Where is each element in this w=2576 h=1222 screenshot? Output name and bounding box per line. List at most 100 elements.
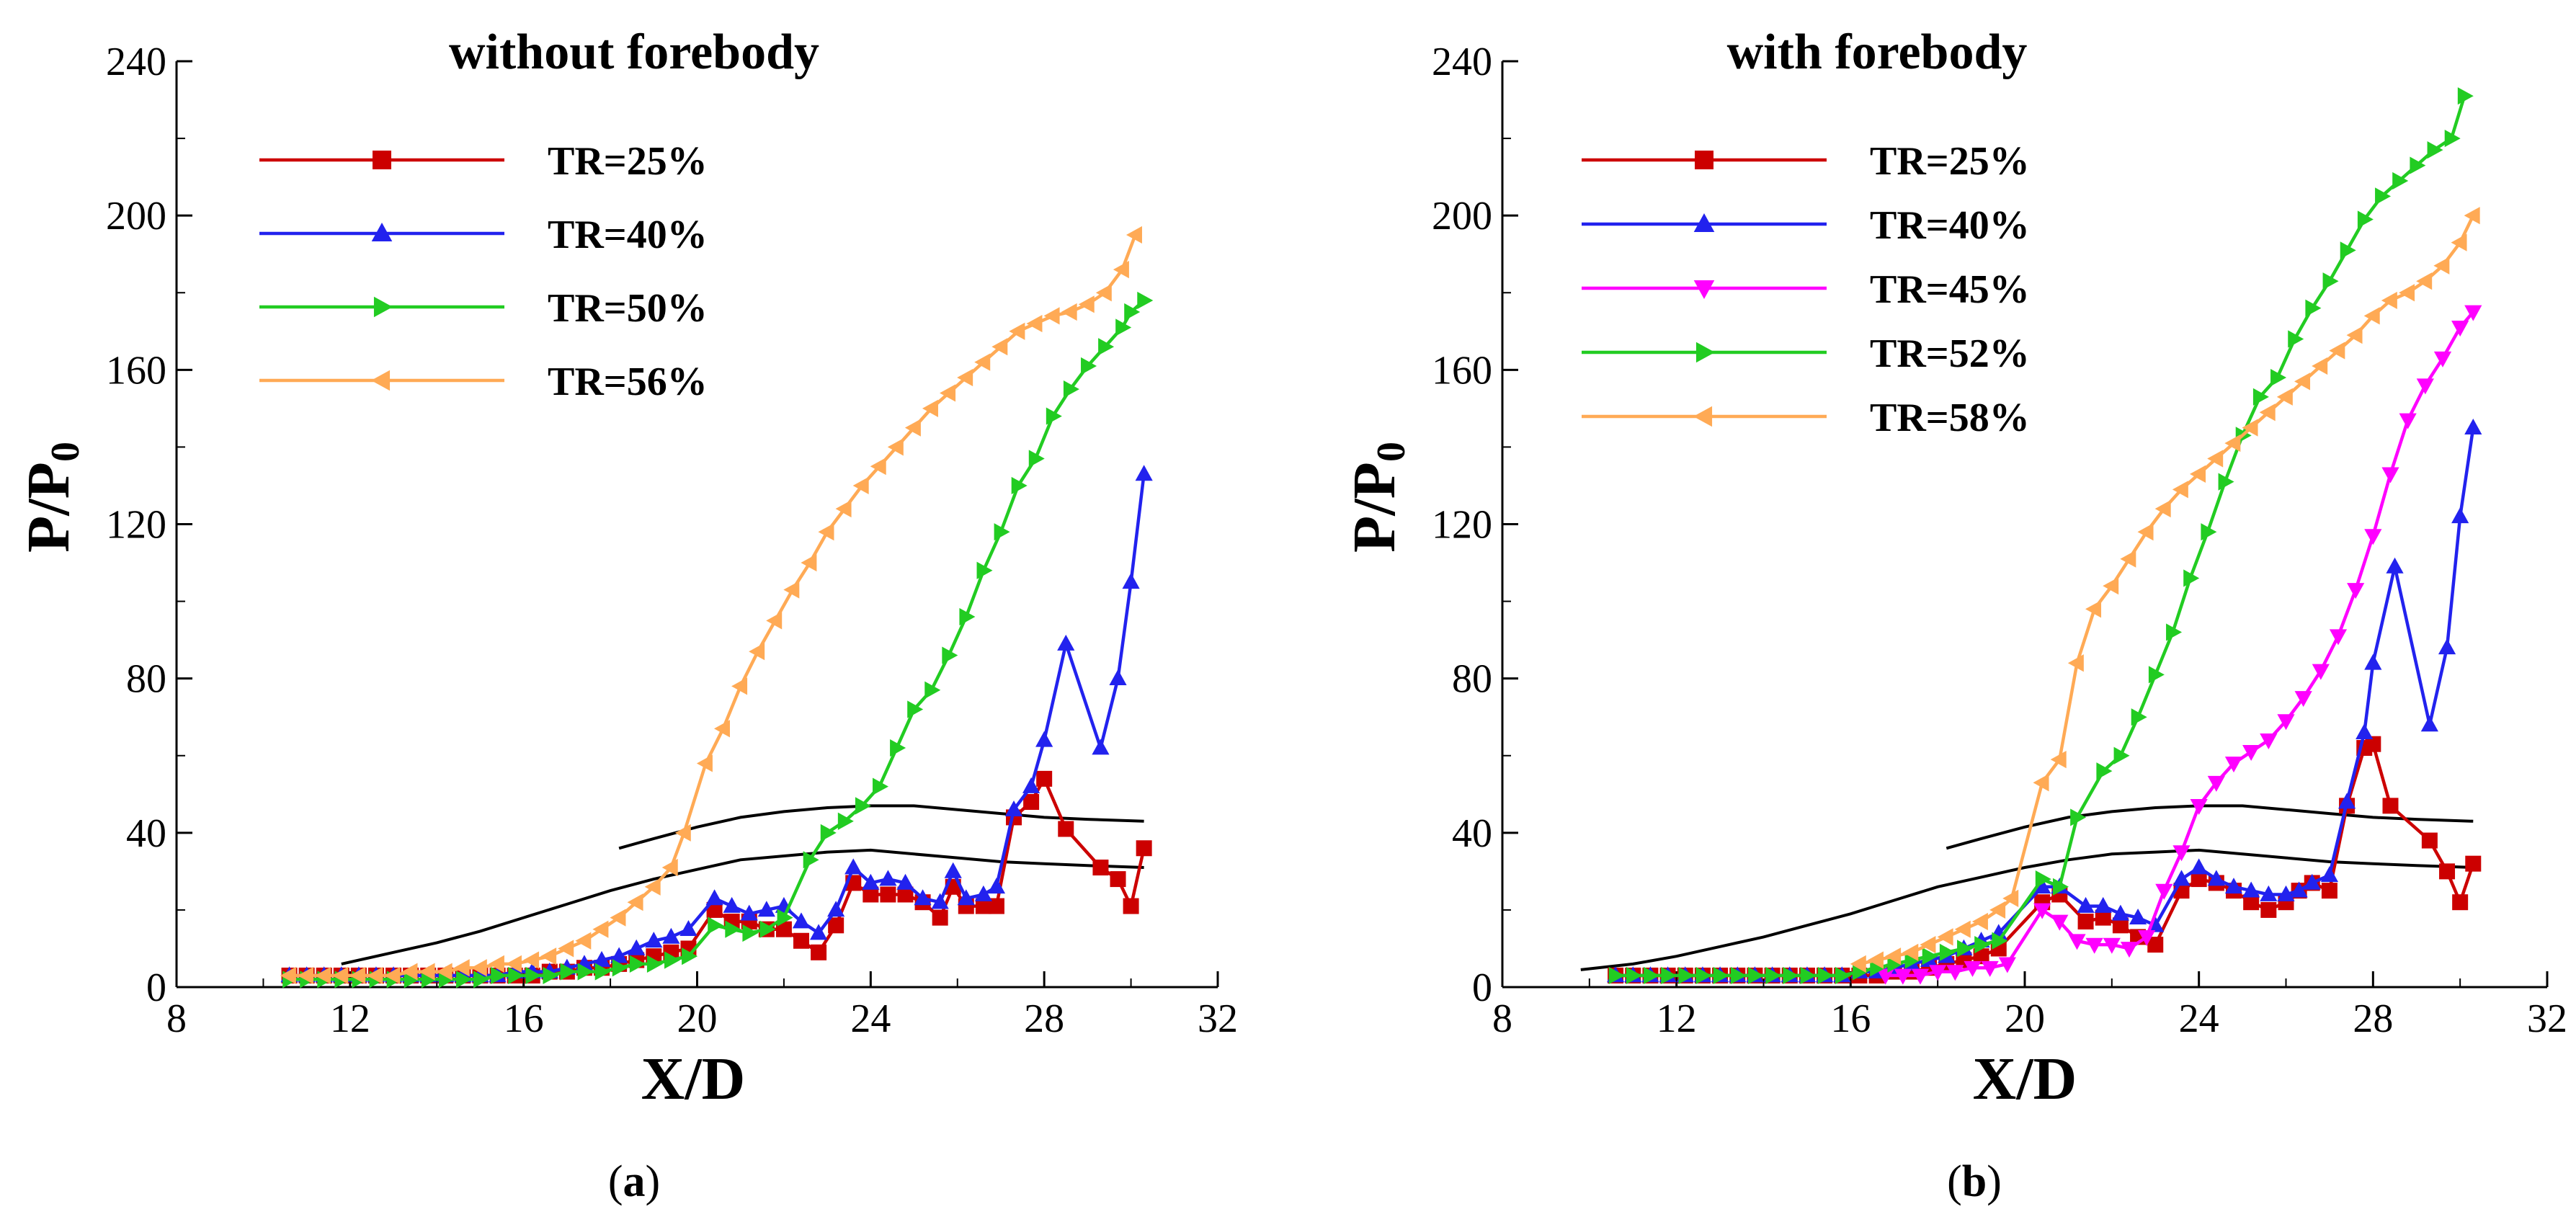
panel-b-point-tr45 xyxy=(1894,968,1912,985)
panel-b-point-tr58 xyxy=(2103,577,2119,595)
panel-b-legend-label-tr40: TR=40% xyxy=(1870,203,2030,248)
panel-a-point-tr56 xyxy=(315,966,331,985)
panel-a-legend-marker-tr50 xyxy=(373,296,393,318)
panel-a-point-tr40 xyxy=(679,920,698,937)
panel-b-y-tick-label: 200 xyxy=(1432,194,1492,238)
panel-b-point-tr58 xyxy=(2381,291,2397,310)
panel-b-point-tr40 xyxy=(2094,896,2112,913)
panel-a-point-tr40 xyxy=(757,901,775,917)
panel-a-point-tr50 xyxy=(646,955,663,973)
panel-b-point-tr52 xyxy=(1713,966,1729,985)
panel-b-point-tr40 xyxy=(2320,866,2339,883)
panel-a-point-tr40 xyxy=(592,950,611,967)
panel-b-point-tr45 xyxy=(2242,745,2260,762)
panel-b-point-tr45 xyxy=(2190,799,2208,816)
panel-b-point-tr25 xyxy=(2321,883,2337,899)
panel-b-point-tr52 xyxy=(1783,966,1799,985)
panel-a-point-tr56 xyxy=(1095,284,1112,302)
panel-a-point-tr56 xyxy=(592,920,609,938)
panel-b-point-tr58 xyxy=(2172,481,2188,499)
panel-a-point-tr25 xyxy=(880,886,896,903)
panel-a-point-tr50 xyxy=(873,777,889,795)
panel-a-point-tr50 xyxy=(560,963,576,981)
panel-a-point-tr25 xyxy=(1036,770,1053,787)
panel-b-y-tick-label: 160 xyxy=(1432,348,1492,393)
panel-a-point-tr40 xyxy=(896,873,914,890)
panel-b-point-tr45 xyxy=(1964,960,1982,977)
panel-b-point-tr52 xyxy=(2096,762,2113,780)
panel-a-point-tr25 xyxy=(932,909,948,926)
panel-b-point-tr40 xyxy=(2337,793,2356,809)
panel-a-point-tr56 xyxy=(940,384,956,402)
panel-a-point-tr56 xyxy=(1043,307,1060,325)
panel-a-point-tr56 xyxy=(610,909,626,927)
panel-b-point-tr40 xyxy=(2190,858,2208,875)
panel-b-point-tr52 xyxy=(2322,272,2339,290)
panel-b-point-tr25 xyxy=(2452,894,2469,911)
panel-a-y-tick-label: 80 xyxy=(126,657,166,702)
panel-b-point-tr58 xyxy=(2276,388,2293,406)
panel-b-point-tr52 xyxy=(2131,708,2147,726)
panel-b-point-tr45 xyxy=(1876,968,1894,985)
panel-a-point-tr56 xyxy=(280,966,296,985)
panel-a-point-tr50 xyxy=(1063,380,1079,398)
panel-a-point-tr40 xyxy=(827,901,845,917)
panel-a-point-tr56 xyxy=(922,399,938,417)
panel-b-point-tr25 xyxy=(2260,901,2277,918)
panel-b-point-tr45 xyxy=(2103,937,2121,954)
panel-a-point-tr40 xyxy=(628,939,646,955)
panel-b-point-tr52 xyxy=(2052,878,2069,896)
panel-b-point-tr52 xyxy=(1992,932,2008,950)
panel-b-point-tr58 xyxy=(2002,889,2019,907)
panel-a-point-tr50 xyxy=(508,966,525,985)
panel-a-point-tr25 xyxy=(1123,898,1139,914)
panel-a-point-tr50 xyxy=(682,947,698,965)
panel-b-point-tr58 xyxy=(2154,499,2171,518)
panel-b-point-tr40 xyxy=(2386,557,2404,574)
panel-b-point-tr58 xyxy=(2050,751,2067,769)
panel-a-point-tr40 xyxy=(1122,573,1140,589)
panel-b-point-tr40 xyxy=(2111,904,2130,921)
panel-b-point-tr25 xyxy=(2365,736,2381,752)
panel-a-point-tr40 xyxy=(1135,465,1153,481)
panel-b-point-tr58 xyxy=(2363,307,2380,325)
panel-a-point-tr25 xyxy=(1110,871,1126,888)
panel-a-point-tr50 xyxy=(1098,338,1115,356)
panel-a-legend-label-tr56: TR=56% xyxy=(548,360,708,404)
panel-a-point-tr56 xyxy=(401,963,418,981)
panel-a-point-tr56 xyxy=(384,966,401,985)
panel-b-point-tr52 xyxy=(2113,746,2130,764)
panel-a-legend-label-tr50: TR=50% xyxy=(548,286,708,331)
panel-a-point-tr56 xyxy=(471,959,487,977)
panel-a-point-tr56 xyxy=(696,754,713,772)
panel-a-point-tr50 xyxy=(629,955,646,973)
panel-b-point-tr45 xyxy=(2172,845,2191,862)
panel-a-point-tr40 xyxy=(974,885,992,901)
panel-a-point-tr25 xyxy=(828,917,844,934)
panel-a-point-tr56 xyxy=(870,458,886,476)
panel-b-point-tr40 xyxy=(2420,715,2438,732)
panel-b-point-tr52 xyxy=(2357,210,2374,228)
panel-b-point-tr45 xyxy=(2207,775,2225,792)
panel-b-point-tr40 xyxy=(2303,873,2321,890)
panel-b-legend-label-tr25: TR=25% xyxy=(1870,139,2030,184)
panel-b-point-tr52 xyxy=(1644,966,1660,985)
panel-b-point-tr58 xyxy=(2085,600,2102,618)
panel-b-point-tr58 xyxy=(2190,465,2206,483)
panel-b-point-tr25 xyxy=(2243,894,2260,911)
panel-b-point-tr40 xyxy=(2242,881,2260,898)
panel-a-point-tr56 xyxy=(852,476,869,495)
panel-b-y-tick-label: 80 xyxy=(1452,657,1492,702)
panel-b-point-tr52 xyxy=(2166,623,2183,641)
panel-b-point-tr25 xyxy=(2147,937,2164,953)
panel-b-point-tr52 xyxy=(1626,966,1642,985)
panel-b-point-tr52 xyxy=(2340,241,2356,259)
panel-b-y-tick-label: 240 xyxy=(1432,40,1492,84)
panel-b-point-tr45 xyxy=(2381,467,2399,483)
panel-b-point-tr52 xyxy=(1922,947,1938,965)
panel-a-point-tr56 xyxy=(674,824,691,842)
panel-b-point-tr52 xyxy=(1800,966,1817,985)
panel-a-x-tick-label: 12 xyxy=(330,996,370,1041)
panel-a-point-tr50 xyxy=(942,646,958,664)
panel-b-point-tr45 xyxy=(2329,629,2348,646)
